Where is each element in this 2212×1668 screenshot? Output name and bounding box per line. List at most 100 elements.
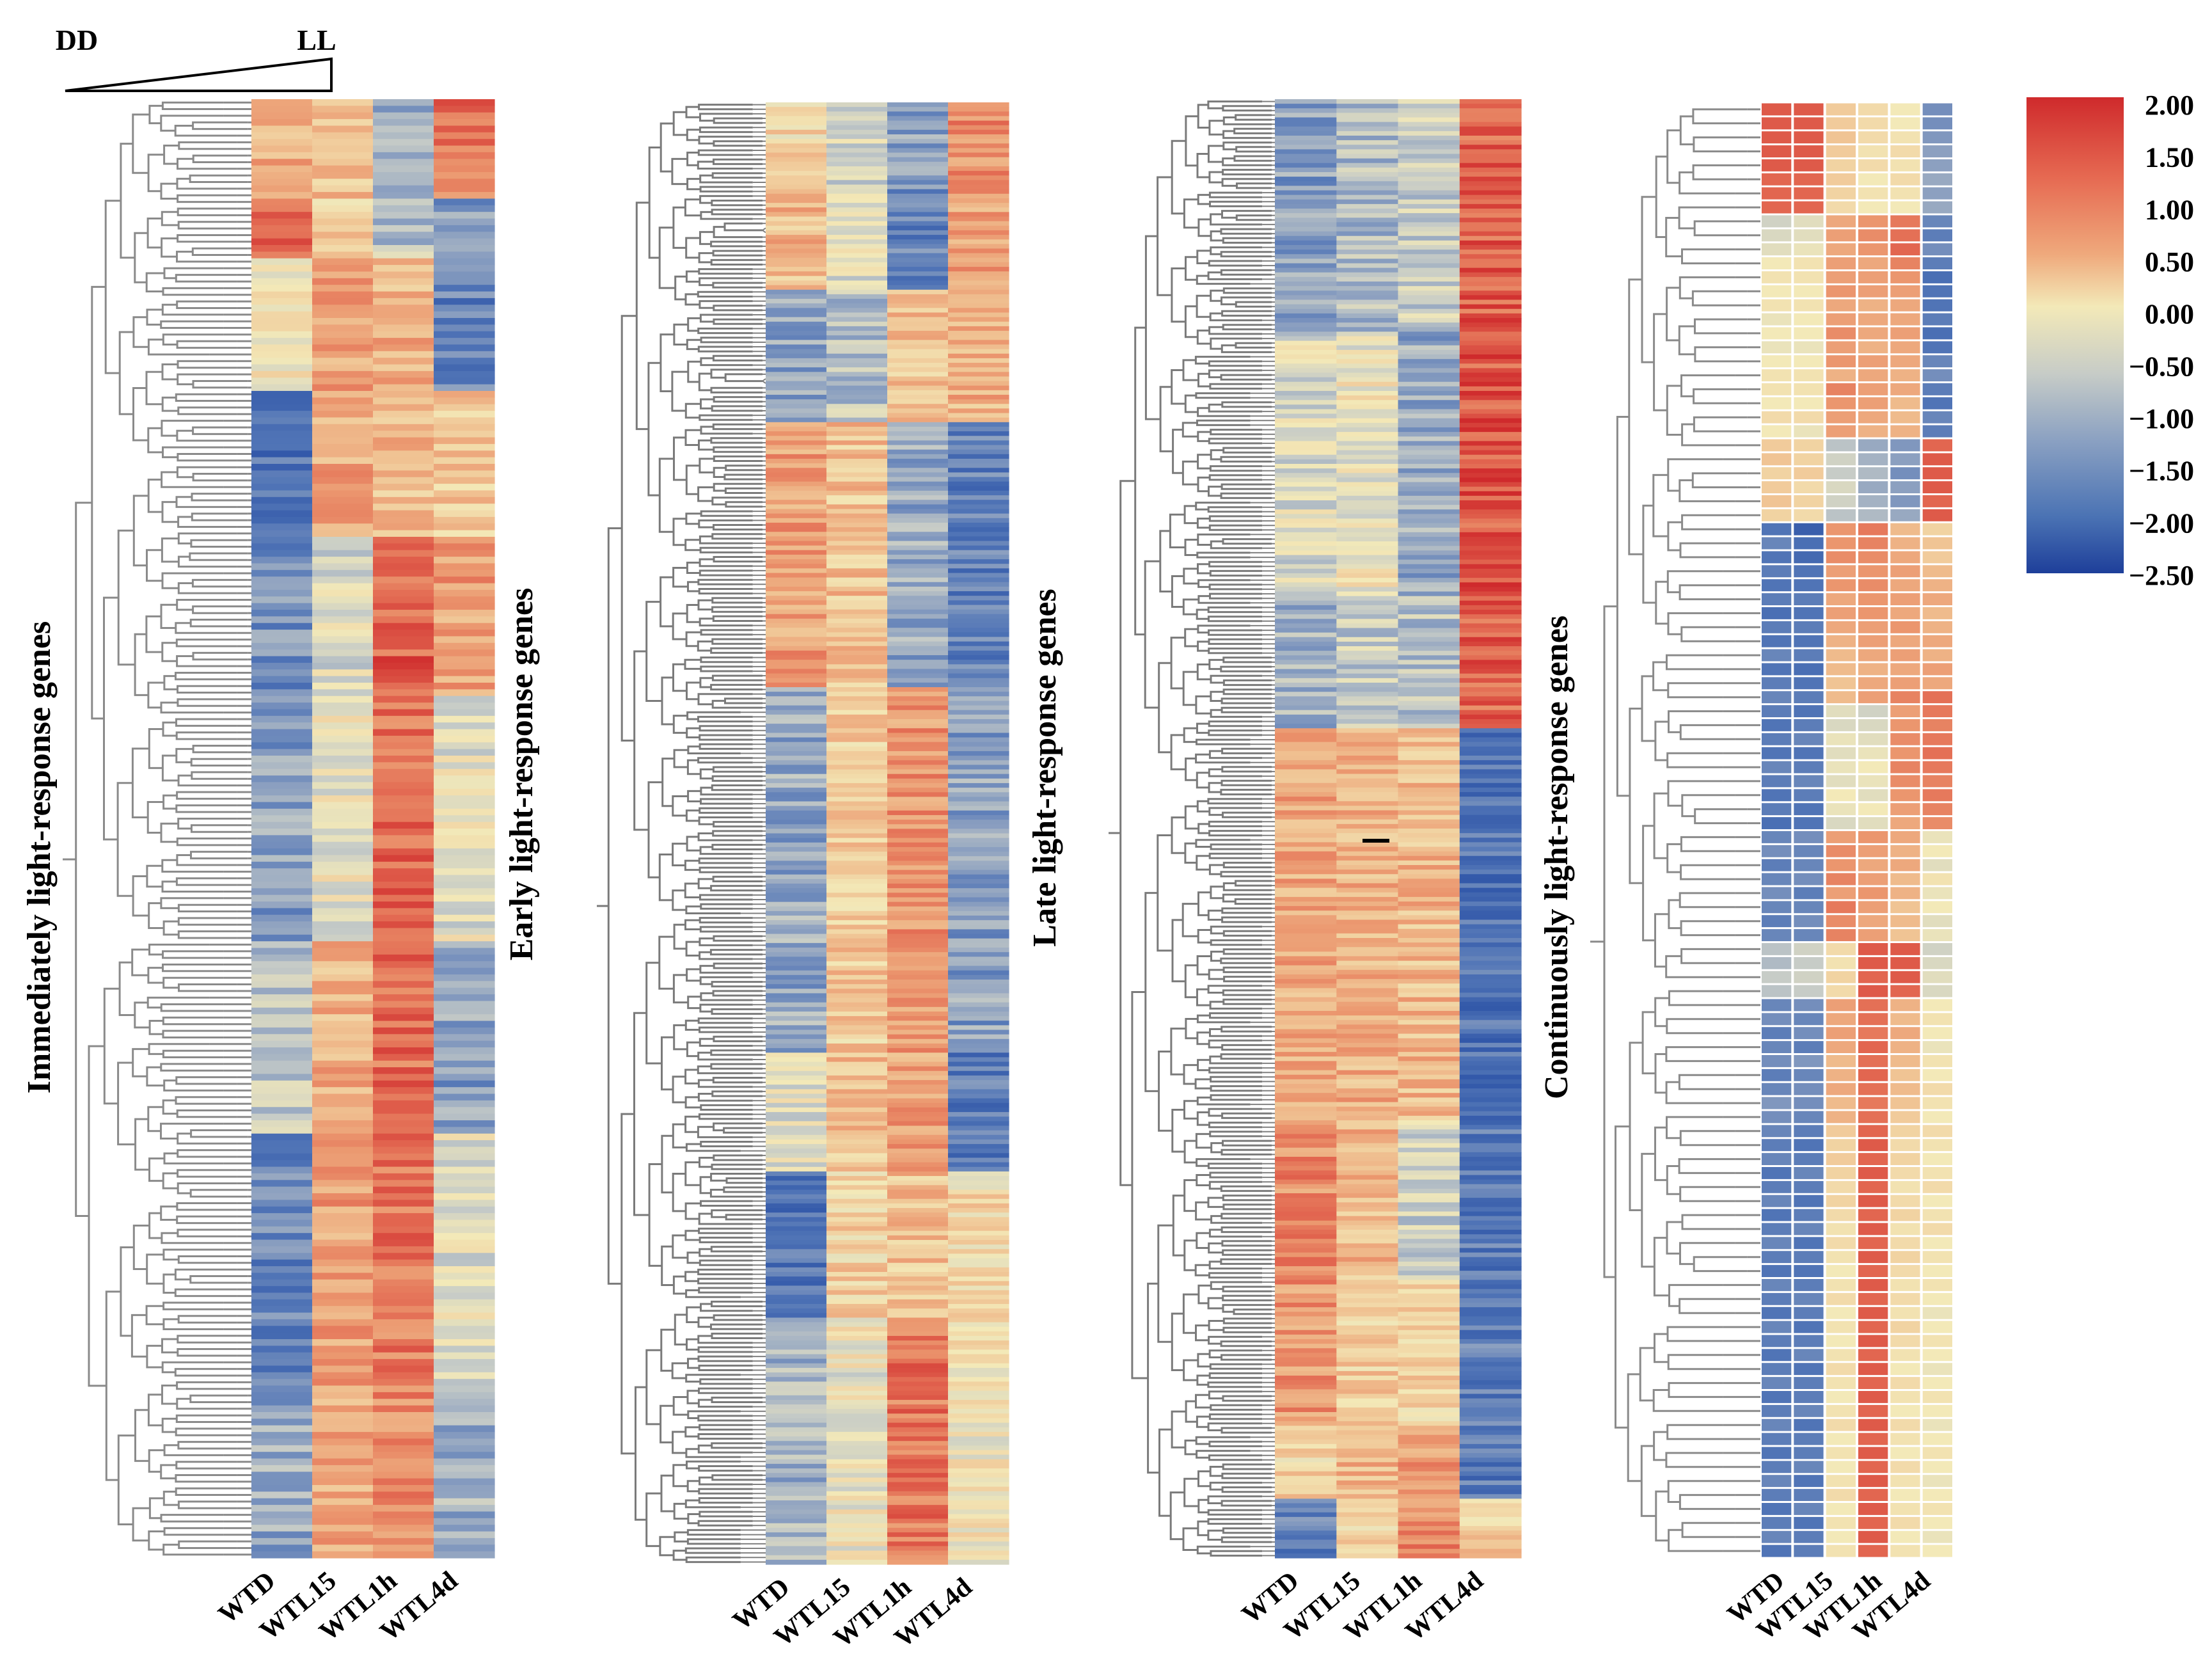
heatmap-cell [251, 523, 313, 531]
heatmap-cell [312, 1312, 374, 1320]
heatmap-cell [766, 107, 827, 112]
heatmap-cell [766, 1546, 827, 1552]
heatmap-cell [1459, 427, 1522, 433]
heatmap-cell [1459, 765, 1522, 770]
heatmap-cell [1459, 974, 1522, 980]
heatmap-cell [826, 820, 888, 825]
heatmap-cell [373, 411, 434, 418]
heatmap-cell [251, 775, 313, 783]
heatmap-cell [826, 1052, 888, 1058]
heatmap-cell [1275, 1115, 1337, 1121]
heatmap-cell [312, 1465, 374, 1472]
heatmap-cell [1275, 386, 1337, 392]
heatmap-cell [1398, 833, 1460, 838]
heatmap-cell [948, 737, 1009, 743]
heatmap-cell [1336, 555, 1399, 560]
heatmap-cell [1398, 655, 1460, 660]
heatmap-cell [434, 961, 495, 969]
heatmap-cell [887, 413, 949, 418]
gradient-right-label: LL [297, 24, 336, 56]
heatmap-cell [1336, 154, 1399, 159]
heatmap-cell [251, 1372, 313, 1379]
heatmap-cell [251, 1120, 313, 1127]
heatmap-cell [373, 1213, 434, 1221]
heatmap-cell [312, 1326, 374, 1333]
heatmap-cell [887, 321, 949, 327]
heatmap-cell [312, 987, 374, 995]
heatmap-cell [766, 1016, 827, 1021]
heatmap-cell [1398, 213, 1460, 218]
heatmap-cell [948, 207, 1009, 212]
heatmap-cell [434, 1200, 495, 1207]
heatmap-cell [434, 1206, 495, 1214]
heatmap-cell [1275, 846, 1337, 852]
heatmap-cell [766, 1171, 827, 1177]
heatmap-cell [1275, 1138, 1337, 1144]
heatmap-cell [1336, 318, 1399, 323]
heatmap-cell [948, 989, 1009, 994]
heatmap-cell [251, 835, 313, 843]
heatmap-cell [887, 989, 949, 994]
heatmap-cell [312, 603, 374, 610]
heatmap-cell [766, 486, 827, 491]
heatmap-cell [948, 961, 1009, 967]
heatmap-cell [1336, 209, 1399, 214]
heatmap-cell [1459, 842, 1522, 848]
heatmap-cell [1275, 258, 1337, 264]
heatmap-cell [887, 244, 949, 250]
heatmap-cell [826, 340, 888, 346]
heatmap-cell [1336, 267, 1399, 273]
heatmap-cell [948, 445, 1009, 450]
heatmap-cell [251, 1239, 313, 1247]
heatmap-cell [251, 1206, 313, 1214]
heatmap-cell [312, 749, 374, 756]
heatmap-cell [312, 484, 374, 491]
heatmap-cell [948, 527, 1009, 532]
heatmap-cell [373, 1472, 434, 1479]
heatmap-cell [373, 1537, 434, 1545]
heatmap-cell [1336, 969, 1399, 975]
heatmap-cell [1336, 1120, 1399, 1125]
heatmap-cell [1275, 673, 1337, 679]
heatmap-cell [826, 1486, 888, 1492]
heatmap-cell [1398, 1061, 1460, 1067]
heatmap-cell [373, 961, 434, 969]
heatmap-cell [1275, 596, 1337, 601]
heatmap-cell [826, 970, 888, 976]
heatmap-cell [434, 1113, 495, 1121]
heatmap-cell [766, 1107, 827, 1113]
heatmap-cell [948, 1107, 1009, 1113]
heatmap-cell [887, 139, 949, 144]
heatmap-cell [1459, 1129, 1522, 1134]
heatmap-cell [434, 934, 495, 942]
heatmap-cell [887, 1409, 949, 1414]
heatmap-cell [1398, 673, 1460, 679]
heatmap-cell [251, 987, 313, 995]
heatmap-cell [948, 1509, 1009, 1515]
heatmap-cell [1459, 404, 1522, 410]
heatmap-cell [826, 838, 888, 843]
heatmap-cell [1275, 1188, 1337, 1194]
heatmap-cell [1398, 724, 1460, 729]
heatmap-cell [948, 1112, 1009, 1117]
heatmap-cell [1459, 1225, 1522, 1230]
heatmap-cell [1398, 887, 1460, 893]
heatmap-cell [434, 841, 495, 849]
heatmap-cell [1336, 1166, 1399, 1171]
heatmap-cell [1336, 126, 1399, 132]
heatmap-cell [373, 1054, 434, 1061]
heatmap-cell [1398, 896, 1460, 902]
heatmap-cell [1275, 892, 1337, 898]
heatmap-cell [766, 381, 827, 386]
heatmap-cell [1275, 669, 1337, 674]
heatmap-cell [887, 1354, 949, 1360]
heatmap-cell [1275, 1125, 1337, 1130]
heatmap-cell [1336, 1138, 1399, 1144]
heatmap-cell [312, 112, 374, 120]
heatmap-cell [434, 457, 495, 465]
heatmap-cell [766, 1075, 827, 1081]
heatmap-cell [1275, 628, 1337, 633]
heatmap-cell [251, 1060, 313, 1068]
heatmap-cell [1459, 308, 1522, 314]
heatmap-cell [1459, 145, 1522, 150]
